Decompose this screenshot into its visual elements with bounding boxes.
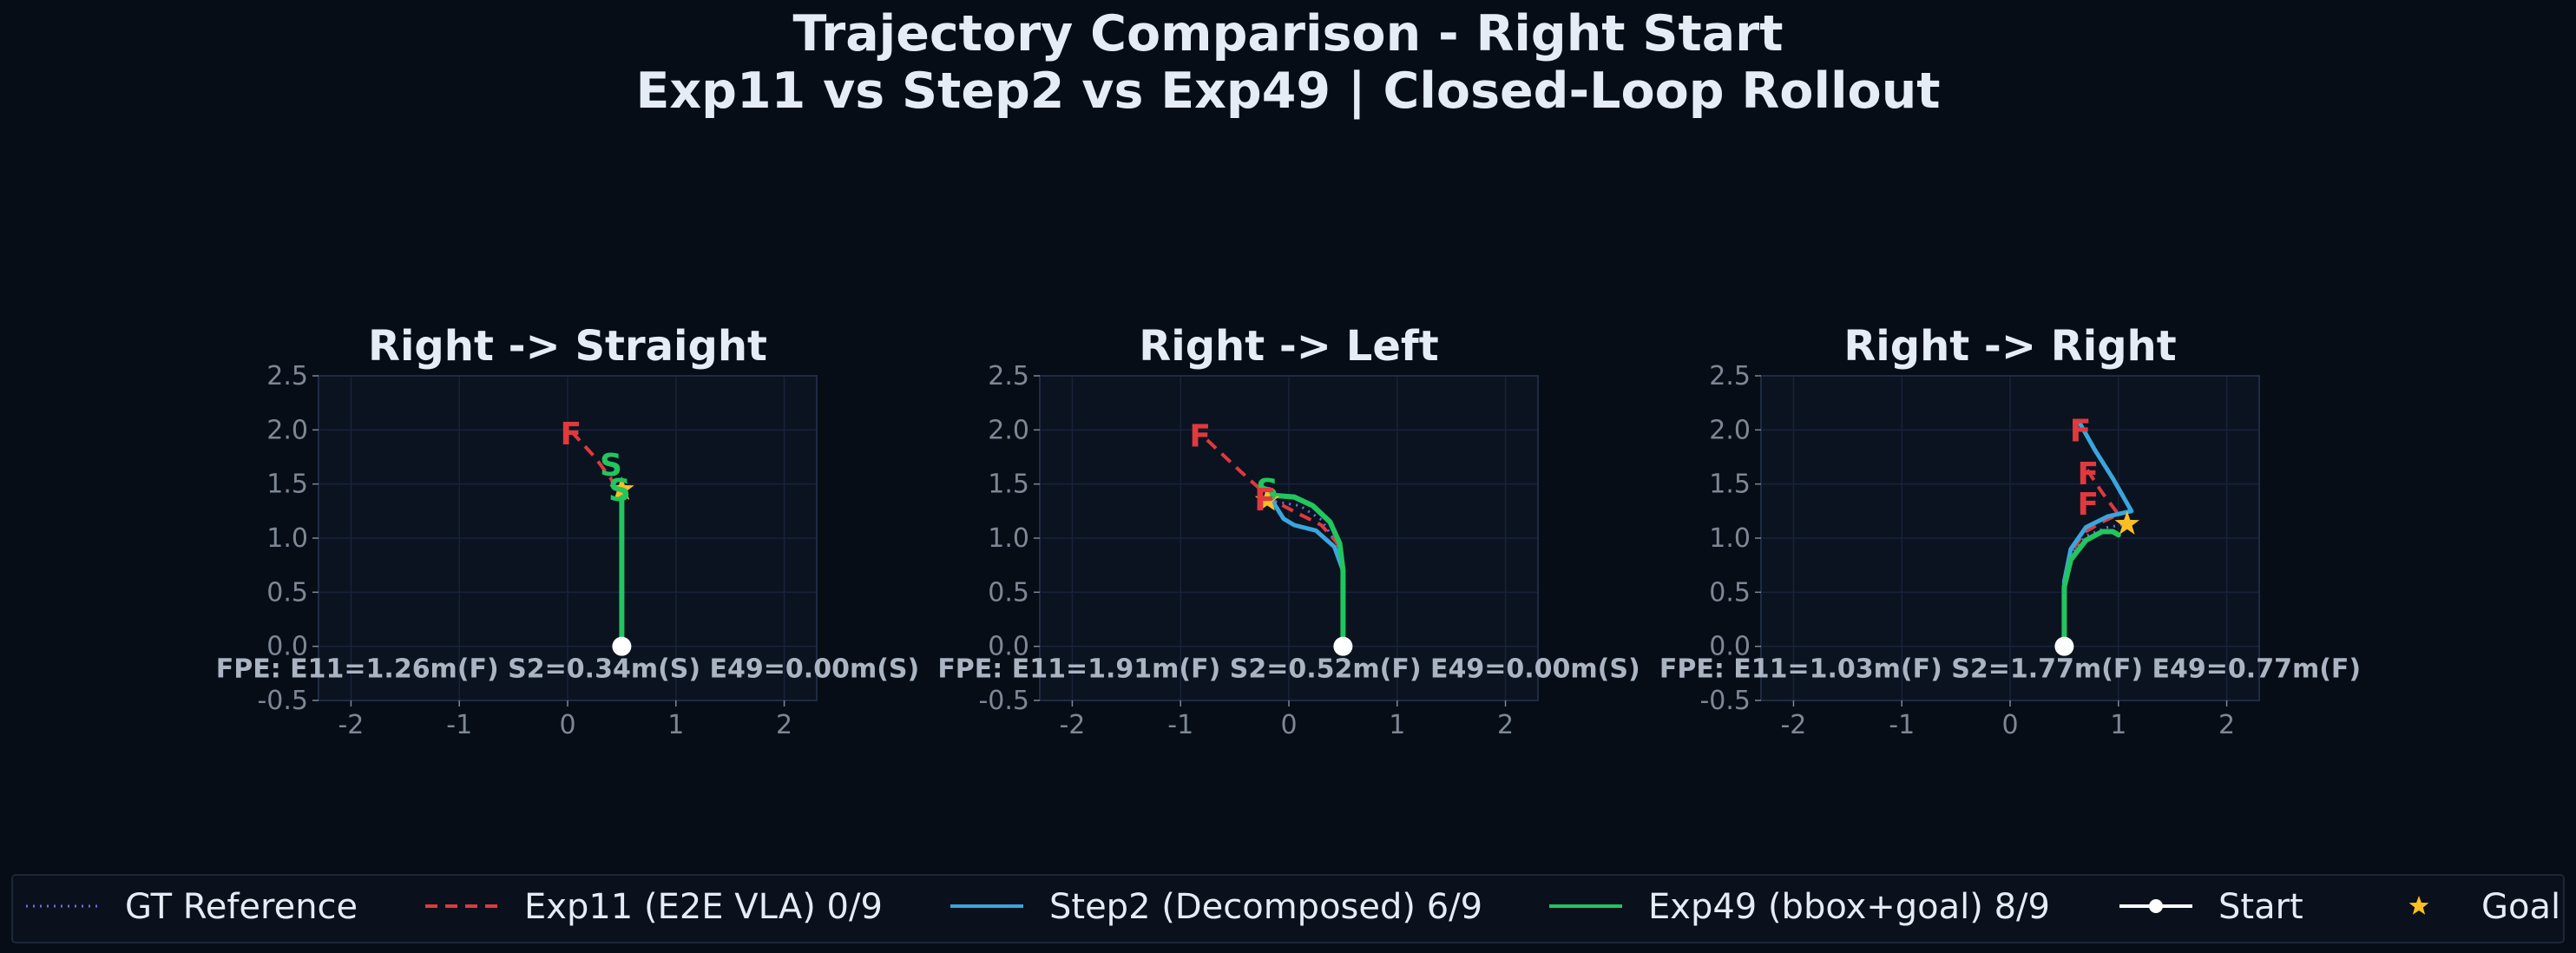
x-tick-label: 2 (776, 710, 792, 740)
x-tick-label: -2 (1059, 710, 1085, 740)
legend-start-dot-icon (2149, 899, 2163, 913)
legend-label: Step2 (Decomposed) 6/9 (1049, 887, 1482, 927)
end-marker-fail: F (560, 417, 582, 452)
y-tick-label: 2.0 (988, 415, 1029, 445)
start-marker (612, 637, 631, 656)
x-tick-label: 1 (2110, 710, 2126, 740)
y-tick-label: 1.5 (988, 470, 1029, 500)
y-tick-label: -0.5 (978, 686, 1029, 716)
subplot-title: Right -> Straight (368, 322, 767, 371)
y-tick-label: 0.5 (266, 577, 308, 608)
x-tick-label: 2 (2218, 710, 2235, 740)
x-tick-label: -1 (446, 710, 472, 740)
subplot-title: Right -> Right (1843, 322, 2176, 371)
start-marker (2054, 637, 2073, 656)
figure-title-line2: Exp11 vs Step2 vs Exp49 | Closed-Loop Ro… (635, 62, 1940, 121)
y-tick-label: 1.5 (1709, 470, 1751, 500)
end-marker-success: S (608, 473, 631, 509)
fpe-annotation: FPE: E11=1.26m(F) S2=0.34m(S) E49=0.00m(… (216, 654, 919, 685)
start-marker (1333, 637, 1352, 656)
fpe-annotation: FPE: E11=1.03m(F) S2=1.77m(F) E49=0.77m(… (1659, 654, 2361, 685)
x-tick-label: 1 (667, 710, 684, 740)
end-marker-fail: F (1189, 419, 1211, 455)
fpe-annotation: FPE: E11=1.91m(F) S2=0.52m(F) E49=0.00m(… (937, 654, 1640, 685)
x-tick-label: 0 (2001, 710, 2018, 740)
x-tick-label: 1 (1389, 710, 1405, 740)
y-tick-label: -0.5 (257, 686, 308, 716)
x-tick-label: -2 (1780, 710, 1806, 740)
subplot-title: Right -> Left (1139, 322, 1438, 371)
end-marker-fail: F (1254, 483, 1276, 518)
y-tick-label: 0.5 (1709, 577, 1751, 608)
legend-label: Exp49 (bbox+goal) 8/9 (1648, 887, 2050, 927)
end-marker-fail: F (2078, 487, 2100, 523)
x-tick-label: 0 (1280, 710, 1297, 740)
y-tick-label: -0.5 (1699, 686, 1751, 716)
y-tick-label: 0.5 (988, 577, 1029, 608)
y-tick-label: 1.0 (1709, 523, 1751, 554)
y-tick-label: 1.0 (266, 523, 308, 554)
y-tick-label: 2.0 (266, 415, 308, 445)
legend-label: Start (2218, 887, 2303, 927)
x-tick-label: -2 (338, 710, 364, 740)
x-tick-label: 2 (1497, 710, 1514, 740)
y-tick-label: 2.5 (1709, 361, 1751, 391)
y-tick-label: 2.0 (1709, 415, 1751, 445)
y-tick-label: 1.0 (988, 523, 1029, 554)
y-tick-label: 2.5 (266, 361, 308, 391)
figure-title-line1: Trajectory Comparison - Right Start (792, 5, 1783, 62)
y-tick-label: 2.5 (988, 361, 1029, 391)
x-tick-label: 0 (559, 710, 575, 740)
end-marker-fail: F (2070, 413, 2092, 449)
y-tick-label: 1.5 (266, 470, 308, 500)
x-tick-label: -1 (1889, 710, 1915, 740)
legend-label: GT Reference (125, 887, 358, 927)
legend-label: Exp11 (E2E VLA) 0/9 (524, 887, 883, 927)
legend: GT Reference Exp11 (E2E VLA) 0/9 Step2 (De… (12, 875, 2564, 943)
x-tick-label: -1 (1167, 710, 1193, 740)
legend-label: Goal (2481, 887, 2560, 927)
